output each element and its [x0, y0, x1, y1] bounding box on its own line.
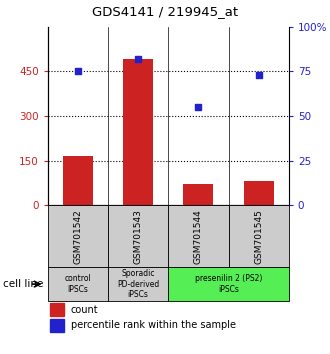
Point — [256, 72, 261, 78]
Text: GSM701545: GSM701545 — [254, 209, 263, 264]
FancyBboxPatch shape — [108, 205, 168, 267]
FancyBboxPatch shape — [48, 205, 108, 267]
Point — [75, 68, 81, 74]
Bar — [123, 59, 153, 205]
Bar — [183, 184, 214, 205]
Point — [136, 56, 141, 62]
FancyBboxPatch shape — [48, 267, 108, 301]
Point — [196, 104, 201, 110]
Text: GSM701542: GSM701542 — [74, 209, 82, 264]
Text: presenilin 2 (PS2)
iPSCs: presenilin 2 (PS2) iPSCs — [195, 274, 262, 294]
Bar — [50, 303, 63, 316]
FancyBboxPatch shape — [228, 205, 289, 267]
Text: percentile rank within the sample: percentile rank within the sample — [71, 320, 236, 330]
Text: GSM701544: GSM701544 — [194, 209, 203, 264]
FancyBboxPatch shape — [168, 205, 228, 267]
Bar — [244, 182, 274, 205]
Bar — [50, 319, 63, 332]
Text: GDS4141 / 219945_at: GDS4141 / 219945_at — [92, 5, 238, 18]
Text: Sporadic
PD-derived
iPSCs: Sporadic PD-derived iPSCs — [117, 269, 159, 299]
Bar — [63, 156, 93, 205]
Text: count: count — [71, 305, 98, 315]
Text: control
IPSCs: control IPSCs — [65, 274, 91, 294]
FancyBboxPatch shape — [108, 267, 168, 301]
Text: cell line: cell line — [3, 279, 44, 289]
FancyBboxPatch shape — [168, 267, 289, 301]
Text: GSM701543: GSM701543 — [134, 209, 143, 264]
